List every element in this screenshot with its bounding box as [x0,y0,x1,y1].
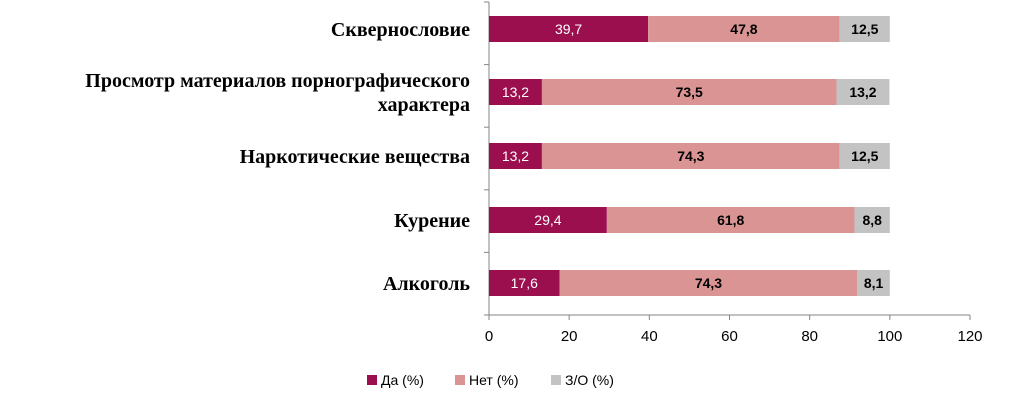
category-label: Сквернословие [331,19,470,41]
data-label: 39,7 [555,21,582,37]
x-tick-label: 0 [485,328,493,345]
bar-segment [541,79,837,105]
bar-segment [857,270,890,296]
data-label: 8,1 [864,275,884,291]
legend: Да (%) Нет (%) З/О (%) [367,372,614,388]
data-label: 17,6 [511,275,538,291]
data-label: 61,8 [717,212,744,228]
bar-segment [489,207,607,233]
bar-segment [648,16,840,42]
category-labels: Сквернословие Просмотр материалов порногр… [85,19,470,295]
legend-label: Нет (%) [469,372,519,388]
bar-segment [559,270,858,296]
bar-segment [839,143,890,169]
category-label: Наркотические вещества [240,146,470,168]
x-tick-label: 60 [721,328,738,345]
bar-segment [836,79,890,105]
bar-segment [489,79,542,105]
data-label: 73,5 [676,84,703,100]
data-label: 8,8 [862,212,882,228]
bar-segment [839,16,890,42]
category-label: Алкоголь [383,273,470,295]
data-label: 74,3 [695,275,722,291]
legend-label: З/О (%) [565,372,614,388]
bars: 39,7 47,8 12,5 13,2 73,5 13,2 13,2 74,3 12,5 29,4… [489,16,890,296]
bar-segment [489,270,560,296]
bar-segment [489,143,542,169]
data-label: 74,3 [677,148,704,164]
data-label: 47,8 [730,21,757,37]
data-label: 29,4 [534,212,561,228]
bar-segment [606,207,855,233]
data-label: 13,2 [849,84,876,100]
legend-swatch [455,375,465,385]
x-tick-label: 20 [561,328,578,345]
bar-segment [541,143,840,169]
data-label: 13,2 [502,148,529,164]
x-tick-labels: 0 20 40 60 80 100 120 [485,328,983,345]
bar-segment [489,16,649,42]
legend-label: Да (%) [381,372,424,388]
x-tick-label: 120 [957,328,982,345]
x-tick-label: 80 [801,328,818,345]
legend-swatch [551,375,561,385]
data-label: 12,5 [851,21,878,37]
category-label: Курение [394,210,470,232]
data-label: 13,2 [502,84,529,100]
x-tick-label: 100 [877,328,902,345]
legend-swatch [367,375,377,385]
data-label: 12,5 [851,148,878,164]
bar-segment [854,207,890,233]
category-label: Просмотр материалов порнографического хар… [85,70,470,116]
x-tick-label: 40 [641,328,658,345]
